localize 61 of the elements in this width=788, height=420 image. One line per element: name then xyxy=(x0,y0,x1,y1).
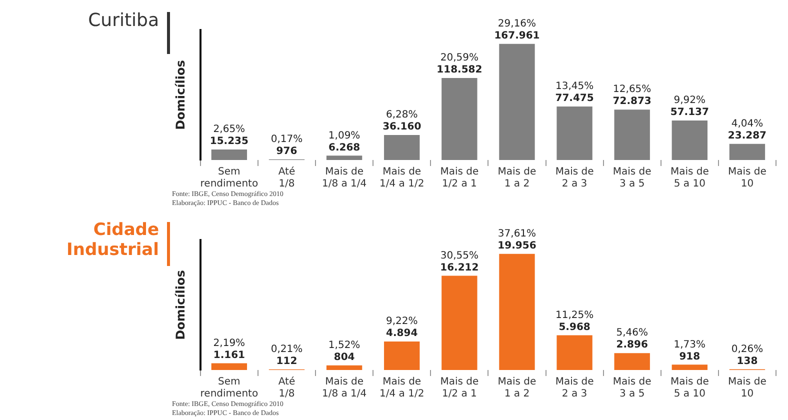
data-label: 30,55% 16.212 xyxy=(440,250,479,274)
data-label: 1,52% 804 xyxy=(328,340,360,363)
x-tick-label: Mais de 1/8 a 1/4 xyxy=(322,376,367,400)
bar xyxy=(211,363,248,370)
bar xyxy=(614,353,650,370)
data-label: 29,16% 167.961 xyxy=(494,18,540,42)
x-tick-label: Mais de 1/8 a 1/4 xyxy=(322,166,367,190)
data-label: 1,73% 918 xyxy=(674,339,706,362)
x-tick-label: Mais de 5 a 10 xyxy=(670,166,709,190)
x-tick-label: Até 1/8 xyxy=(278,166,296,190)
bar xyxy=(326,156,362,160)
x-tick-label: Sem rendimento xyxy=(200,376,258,400)
data-label: 0,17% 976 xyxy=(270,134,303,157)
data-label: 11,25% 5.968 xyxy=(555,310,594,333)
x-tick-label: Mais de 1 a 2 xyxy=(498,376,536,400)
x-tick-label: Mais de 5 a 10 xyxy=(670,376,709,400)
data-label: 2,19% 1.161 xyxy=(213,338,246,361)
data-label: 0,26% 138 xyxy=(731,344,764,367)
data-label: 1,09% 6.268 xyxy=(328,130,360,154)
bar xyxy=(442,276,478,370)
x-tick-label: Até 1/8 xyxy=(278,376,296,400)
data-label: 37,61% 19.956 xyxy=(498,228,536,252)
data-label: 4,04% 23.287 xyxy=(728,118,767,142)
bar xyxy=(211,149,248,160)
x-tick-label: Mais de 10 xyxy=(728,166,766,190)
data-label: 2,65% 15.235 xyxy=(210,124,249,148)
bar xyxy=(499,254,535,370)
bar xyxy=(442,78,478,160)
x-tick-label: Mais de 10 xyxy=(728,376,766,400)
y-axis-title: Domicílios xyxy=(173,60,188,130)
x-tick-label: Mais de 1/2 a 1 xyxy=(440,376,479,400)
data-label: 5,46% 2.896 xyxy=(616,328,648,351)
data-label: 6,28% 36.160 xyxy=(382,110,422,133)
x-tick-label: Mais de 1 a 2 xyxy=(498,166,536,190)
y-axis-title: Domicílios xyxy=(173,270,188,340)
bar xyxy=(556,335,592,370)
bar xyxy=(499,44,535,160)
bar xyxy=(614,110,650,160)
bar xyxy=(672,364,708,370)
bar xyxy=(384,135,420,160)
x-tick-label: Mais de 2 a 3 xyxy=(555,376,594,400)
bar xyxy=(384,342,420,370)
bar xyxy=(556,106,592,160)
data-label: 12,65% 72.873 xyxy=(612,84,652,108)
x-tick-label: Mais de 3 a 5 xyxy=(612,376,652,400)
chart-title: Cidade Industrial xyxy=(66,220,159,261)
bar xyxy=(729,144,766,160)
data-label: 9,22% 4.894 xyxy=(386,316,418,340)
data-label: 20,59% 118.582 xyxy=(436,52,482,76)
x-tick-label: Mais de 1/4 a 1/2 xyxy=(380,166,424,190)
bar xyxy=(326,365,362,370)
data-label: 13,45% 77.475 xyxy=(555,81,594,104)
x-tick-label: Mais de 1/2 a 1 xyxy=(440,166,479,190)
x-tick-label: Sem rendimento xyxy=(200,166,258,190)
bar xyxy=(672,120,708,160)
data-label: 9,92% 57.137 xyxy=(670,95,709,118)
chart-title: Curitiba xyxy=(88,10,159,32)
x-tick-label: Mais de 2 a 3 xyxy=(555,166,594,190)
x-tick-label: Mais de 1/4 a 1/2 xyxy=(380,376,424,400)
x-tick-label: Mais de 3 a 5 xyxy=(612,166,652,190)
data-label: 0,21% 112 xyxy=(270,344,303,367)
